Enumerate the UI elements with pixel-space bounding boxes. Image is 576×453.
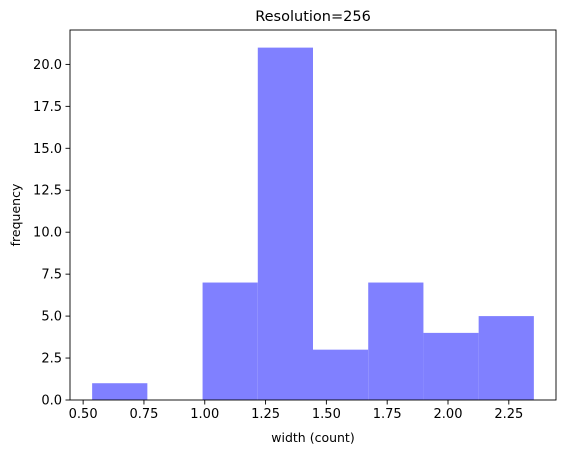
x-tick-label: 0.75 bbox=[129, 407, 158, 422]
x-axis-label: width (count) bbox=[271, 430, 354, 445]
y-tick-label: 17.5 bbox=[33, 100, 62, 115]
bars-layer bbox=[92, 47, 534, 400]
x-tick-label: 1.25 bbox=[251, 407, 280, 422]
x-tick-label: 1.00 bbox=[190, 407, 219, 422]
histogram-bar bbox=[423, 332, 479, 400]
histogram-bar bbox=[313, 349, 369, 400]
y-tick-label: 15.0 bbox=[33, 142, 62, 157]
histogram-bar bbox=[478, 316, 534, 400]
x-tick-label: 0.50 bbox=[69, 407, 98, 422]
x-tick-label: 2.25 bbox=[494, 407, 523, 422]
y-tick-label: 10.0 bbox=[33, 226, 62, 241]
y-tick-label: 7.5 bbox=[41, 268, 62, 283]
plot-frame bbox=[69, 29, 557, 401]
y-tick-label: 12.5 bbox=[33, 184, 62, 199]
histogram-bar bbox=[257, 47, 313, 400]
y-tick-label: 0.0 bbox=[41, 394, 62, 409]
x-tick-label: 1.50 bbox=[312, 407, 341, 422]
y-tick-label: 20.0 bbox=[33, 58, 62, 73]
y-axis-label: frequency bbox=[8, 183, 23, 246]
y-tick-label: 5.0 bbox=[41, 310, 62, 325]
histogram-bar bbox=[92, 383, 148, 400]
x-tick-label: 2.00 bbox=[434, 407, 463, 422]
histogram-bar bbox=[202, 282, 258, 400]
histogram-bar bbox=[368, 282, 424, 400]
y-tick-label: 2.5 bbox=[41, 352, 62, 367]
ticks-layer: 0.50 0.75 1.00 1.25 1.50 1.75 2.00 2.25 0.0 2.5 5.… bbox=[33, 58, 523, 422]
chart-title: Resolution=256 bbox=[255, 9, 371, 25]
x-tick-label: 1.75 bbox=[373, 407, 402, 422]
